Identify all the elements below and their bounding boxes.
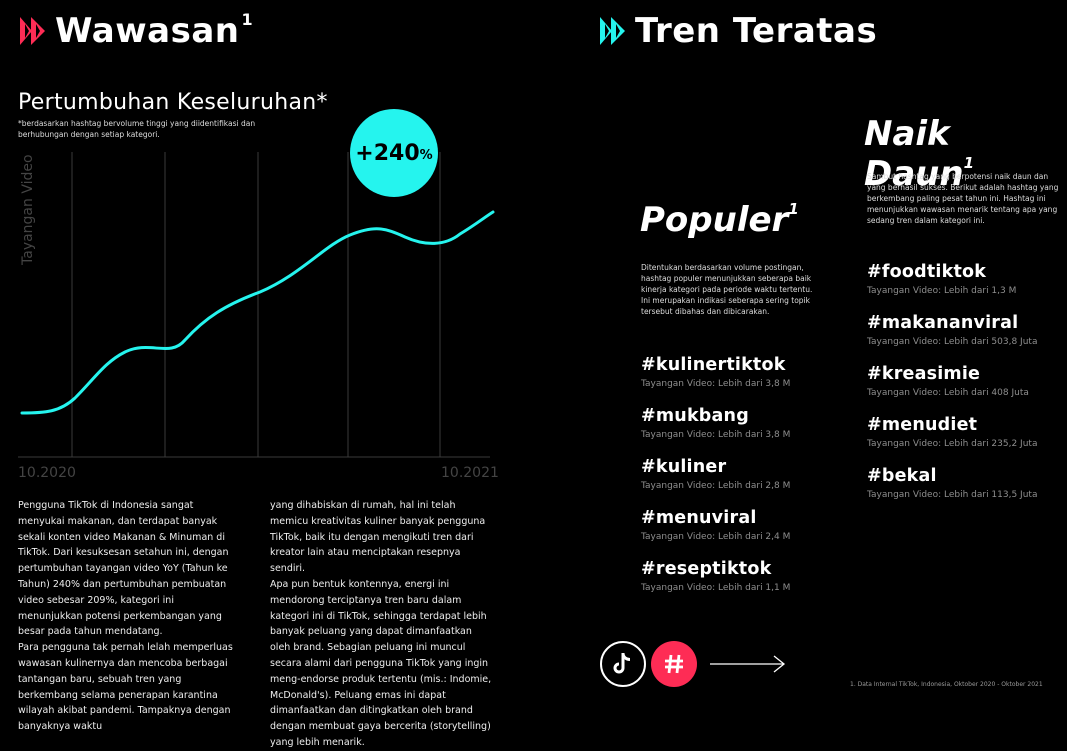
play-double-icon <box>600 17 625 45</box>
arrow-right-icon <box>710 655 786 673</box>
list-item: #kreasimie Tayangan Video: Lebih dari 40… <box>867 364 1062 415</box>
list-item: #kuliner Tayangan Video: Lebih dari 2,8 … <box>641 457 851 508</box>
hashtag-views: Tayangan Video: Lebih dari 113,5 Juta <box>867 490 1038 500</box>
hashtag-views: Tayangan Video: Lebih dari 503,8 Juta <box>867 337 1038 347</box>
naik-daun-title: Naik Daun1 <box>864 114 975 194</box>
tren-header: Tren Teratas <box>598 14 877 48</box>
list-item: #kulinertiktok Tayangan Video: Lebih dar… <box>641 355 851 406</box>
hashtag-views: Tayangan Video: Lebih dari 2,4 M <box>641 532 791 542</box>
wawasan-header: Wawasan 1 <box>18 10 254 51</box>
populer-list: #kulinertiktok Tayangan Video: Lebih dar… <box>641 355 851 610</box>
tren-title: Tren Teratas <box>635 11 878 51</box>
hashtag-views: Tayangan Video: Lebih dari 2,8 M <box>641 481 791 491</box>
list-item: #menuviral Tayangan Video: Lebih dari 2,… <box>641 508 851 559</box>
x-axis-start-label: 10.2020 <box>18 465 76 481</box>
play-double-icon <box>20 17 45 45</box>
hashtag-views: Tayangan Video: Lebih dari 3,8 M <box>641 379 791 389</box>
growth-title: Pertumbuhan Keseluruhan* <box>18 90 328 115</box>
hashtag: #makananviral <box>867 313 1019 333</box>
list-item: #reseptiktok Tayangan Video: Lebih dari … <box>641 559 851 610</box>
hashtag: #mukbang <box>641 406 749 426</box>
hashtag-views: Tayangan Video: Lebih dari 3,8 M <box>641 430 791 440</box>
tiktok-icon <box>600 641 646 687</box>
list-item: #makananviral Tayangan Video: Lebih dari… <box>867 313 1062 364</box>
list-item: #mukbang Tayangan Video: Lebih dari 3,8 … <box>641 406 851 457</box>
paragraph: yang dihabiskan di rumah, hal ini telah … <box>270 500 486 575</box>
naik-daun-list: #foodtiktok Tayangan Video: Lebih dari 1… <box>867 262 1062 517</box>
paragraph: Pengguna TikTok di Indonesia sangat meny… <box>18 500 229 638</box>
body-text-col1: Pengguna TikTok di Indonesia sangat meny… <box>18 498 236 735</box>
hashtag: #foodtiktok <box>867 262 987 282</box>
growth-badge-value: +240 <box>355 140 420 166</box>
hashtag-views: Tayangan Video: Lebih dari 408 Juta <box>867 388 1029 398</box>
hashtag: #bekal <box>867 466 937 486</box>
list-item: #menudiet Tayangan Video: Lebih dari 235… <box>867 415 1062 466</box>
hashtag: #kulinertiktok <box>641 355 786 375</box>
hashtag-icon <box>651 641 697 687</box>
wawasan-title: Wawasan 1 <box>55 10 254 51</box>
y-axis-label: Tayangan Video <box>20 154 36 265</box>
populer-title: Populer1 <box>640 200 799 240</box>
hashtag-views: Tayangan Video: Lebih dari 1,1 M <box>641 583 791 593</box>
growth-note: *berdasarkan hashtag bervolume tinggi ya… <box>18 119 256 139</box>
x-axis-end-label: 10.2021 <box>441 465 499 481</box>
hashtag-views: Tayangan Video: Lebih dari 1,3 M <box>867 286 1017 296</box>
hashtag: #menudiet <box>867 415 978 435</box>
growth-chart <box>18 152 495 458</box>
hashtag: #kuliner <box>641 457 727 477</box>
paragraph: Para pengguna tak pernah lelah memperlua… <box>18 642 233 733</box>
growth-badge-unit: % <box>419 148 433 163</box>
growth-line <box>20 210 495 415</box>
footnote: 1. Data Internal TikTok, Indonesia, Okto… <box>850 681 1043 688</box>
list-item: #foodtiktok Tayangan Video: Lebih dari 1… <box>867 262 1062 313</box>
hashtag: #kreasimie <box>867 364 981 384</box>
list-item: #bekal Tayangan Video: Lebih dari 113,5 … <box>867 466 1062 517</box>
hashtag: #menuviral <box>641 508 757 528</box>
paragraph: Apa pun bentuk kontennya, energi ini men… <box>270 578 492 748</box>
naik-daun-desc: Sambut hashtag yang berpotensi naik daun… <box>867 172 1059 225</box>
hashtag-views: Tayangan Video: Lebih dari 235,2 Juta <box>867 439 1038 449</box>
hashtag: #reseptiktok <box>641 559 772 579</box>
growth-badge: +240 % <box>350 109 438 197</box>
populer-desc: Ditentukan berdasarkan volume postingan,… <box>641 263 813 316</box>
